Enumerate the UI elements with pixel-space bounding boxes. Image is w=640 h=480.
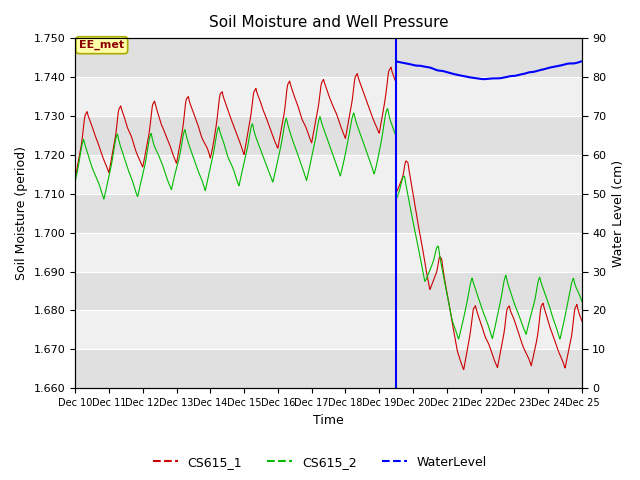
- Bar: [75, 194, 582, 233]
- Bar: [75, 38, 582, 77]
- Bar: [75, 155, 582, 194]
- Bar: [75, 77, 582, 116]
- Bar: [75, 116, 582, 155]
- Bar: [75, 272, 582, 311]
- Bar: [75, 349, 582, 388]
- Legend: CS615_1, CS615_2, WaterLevel: CS615_1, CS615_2, WaterLevel: [148, 451, 492, 474]
- Y-axis label: Water Level (cm): Water Level (cm): [612, 160, 625, 267]
- Title: Soil Moisture and Well Pressure: Soil Moisture and Well Pressure: [209, 15, 449, 30]
- X-axis label: Time: Time: [313, 414, 344, 427]
- Text: EE_met: EE_met: [79, 40, 124, 50]
- Bar: [75, 311, 582, 349]
- Y-axis label: Soil Moisture (period): Soil Moisture (period): [15, 146, 28, 280]
- Bar: [75, 233, 582, 272]
